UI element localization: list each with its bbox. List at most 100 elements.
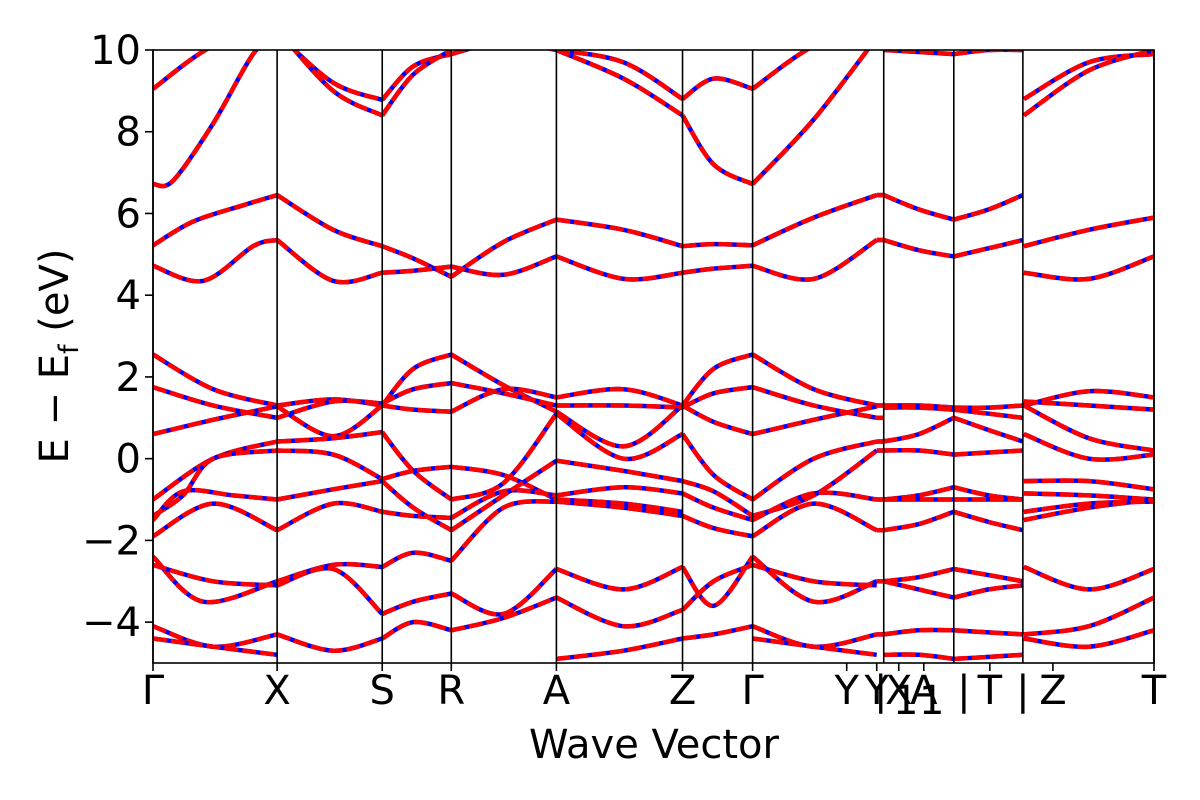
band-line-red	[381, 550, 452, 570]
y-tick-label: −4	[82, 600, 141, 646]
band-line-red	[555, 411, 684, 462]
band-line-red	[682, 263, 753, 275]
band-line-red	[382, 264, 452, 275]
band-line-red	[953, 509, 1024, 533]
band-line-red	[681, 384, 753, 410]
band-line-red	[752, 562, 877, 588]
band-line-red	[153, 636, 278, 658]
band-line-red	[556, 458, 683, 484]
band-line-red	[751, 439, 878, 502]
x-tick-label: A	[543, 668, 571, 714]
x-tick-label: Z	[1039, 668, 1066, 714]
band-line-red	[291, 50, 383, 103]
band-line-red	[450, 352, 558, 414]
band-line-red	[751, 490, 877, 523]
band-line-red	[450, 595, 558, 633]
y-tick-label: 10	[90, 28, 141, 74]
band-line-red	[953, 403, 1024, 410]
band-line-red	[450, 217, 558, 279]
band-line-blue	[751, 50, 811, 91]
band-line-red	[450, 386, 557, 414]
band-line-red	[276, 500, 383, 533]
band-line-red	[1023, 595, 1154, 637]
band-line-red	[681, 403, 754, 437]
band-line-red	[883, 579, 955, 600]
x-tick-label: Y	[864, 668, 890, 714]
band-line-red	[752, 404, 878, 437]
y-axis-ticks: −4 −2 0 2 4 6 8 10	[82, 28, 153, 646]
x-tick-label: Y	[833, 668, 859, 714]
x-axis-label: Wave Vector	[529, 722, 780, 768]
band-line-red	[276, 565, 384, 616]
band-line-red	[883, 447, 955, 457]
band-line-red	[153, 555, 278, 605]
band-line-red	[883, 405, 954, 412]
band-line-red	[381, 380, 452, 406]
y-tick-label: 4	[116, 273, 141, 319]
x-tick-label: |	[957, 668, 970, 714]
band-line-red	[275, 193, 383, 249]
band-line-red	[153, 384, 278, 421]
x-tick-subscript: 1	[893, 678, 918, 724]
band-line-red	[1023, 399, 1154, 412]
band-line-red	[680, 114, 754, 187]
band-line-red	[276, 632, 383, 653]
band-line-red	[153, 50, 260, 189]
band-line-red	[953, 193, 1024, 222]
band-line-red	[751, 352, 878, 408]
band-line-red	[953, 583, 1024, 600]
band-line-red	[450, 254, 558, 278]
band-line-red	[752, 636, 877, 658]
band-line-red	[276, 478, 383, 502]
band-line-red	[883, 627, 954, 637]
band-line-red	[681, 478, 754, 518]
band-line-red	[153, 192, 278, 248]
band-line-red	[682, 241, 753, 249]
band-line-red	[883, 509, 955, 533]
band-line-red	[752, 238, 878, 282]
band-line-red	[953, 50, 1023, 57]
band-line-red	[1023, 431, 1154, 462]
x-tick-label: X	[263, 668, 290, 714]
x-tick-label: |	[1016, 668, 1029, 714]
band-line-red	[1023, 497, 1154, 523]
band-line-red	[1023, 215, 1154, 249]
band-line-red	[153, 487, 278, 522]
band-line-blue	[556, 50, 684, 101]
band-line-red	[953, 415, 1024, 444]
band-line-red	[381, 591, 452, 617]
band-line-red	[380, 50, 453, 117]
band-line-red	[953, 652, 1024, 662]
band-line-red	[153, 404, 278, 437]
band-line-red	[556, 217, 684, 249]
band-line-red	[555, 564, 684, 592]
band-line-red	[276, 448, 384, 482]
band-line-red	[381, 244, 453, 279]
band-line-red	[556, 403, 683, 410]
band-line-red	[450, 412, 559, 502]
band-line-red	[883, 237, 955, 259]
y-axis-label: E − Ef (eV)	[32, 249, 85, 464]
band-line-red	[291, 50, 384, 118]
x-tick-label: T	[1141, 668, 1167, 714]
band-line-red	[556, 485, 683, 498]
x-tick-label: S	[370, 668, 395, 714]
band-line-red	[380, 352, 453, 407]
band-line-red	[681, 513, 754, 539]
band-line-red	[556, 497, 683, 515]
band-line-red	[450, 488, 557, 520]
band-line-red	[1022, 403, 1154, 453]
band-line-blue	[153, 501, 279, 539]
band-line-red	[555, 403, 684, 449]
band-line-blue	[153, 50, 211, 91]
band-line-blue	[751, 501, 878, 539]
band-line-red	[751, 384, 878, 421]
band-line-red	[680, 562, 754, 612]
x-tick-label: Γ	[741, 668, 764, 714]
band-line-red	[682, 624, 754, 641]
band-line-red	[953, 628, 1024, 637]
y-tick-label: 0	[116, 437, 141, 483]
band-line-red	[449, 499, 557, 563]
